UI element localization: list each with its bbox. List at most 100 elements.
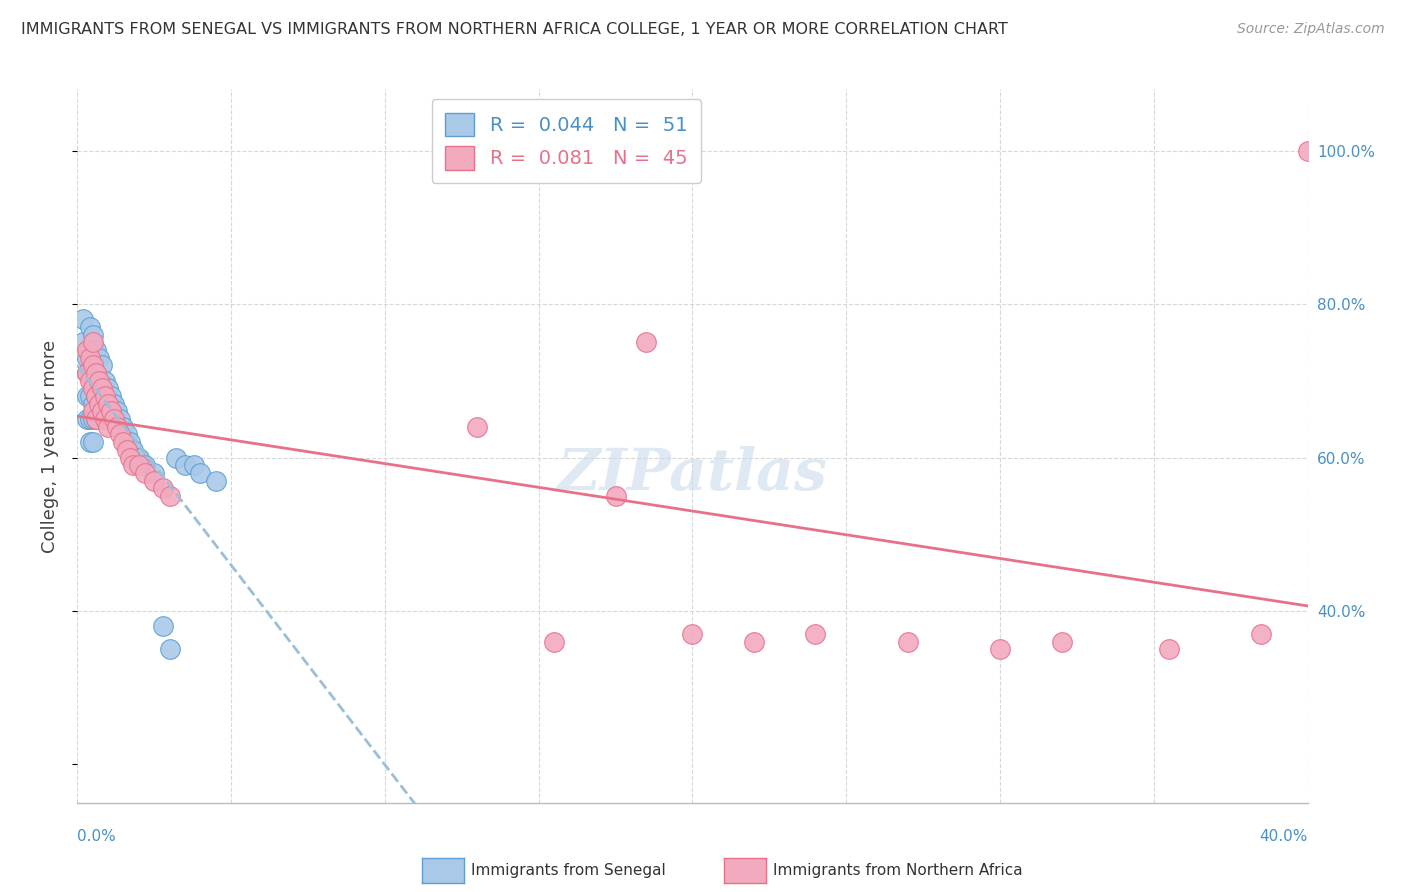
Point (82, 374, 104, 388)
Point (82, 412, 104, 426)
Point (152, 619, 174, 633)
Point (94, 389, 117, 403)
Point (125, 450, 148, 465)
Point (90, 359, 114, 373)
Point (1159, 642, 1181, 657)
Point (134, 466, 156, 480)
Point (174, 458, 197, 473)
Point (82, 404, 104, 418)
Point (84, 366, 107, 380)
Point (605, 489, 627, 503)
Point (87, 397, 110, 411)
Point (76, 366, 98, 380)
Point (1250, 627, 1272, 641)
Point (82, 435, 104, 450)
Point (188, 466, 212, 480)
Point (204, 474, 226, 488)
Point (79, 320, 101, 334)
Text: 0.0%: 0.0% (77, 830, 117, 844)
Point (97, 381, 120, 395)
Point (87, 351, 110, 365)
Point (103, 412, 125, 426)
Point (90, 381, 114, 395)
Point (115, 427, 138, 442)
Point (79, 412, 101, 426)
Point (143, 466, 166, 480)
Point (183, 458, 205, 473)
Point (134, 458, 156, 473)
Text: ZIPatlas: ZIPatlas (558, 446, 827, 503)
Point (988, 642, 1011, 657)
Point (112, 435, 135, 450)
Point (79, 343, 101, 357)
Point (465, 419, 488, 434)
Point (115, 442, 138, 457)
Point (682, 627, 704, 641)
Point (121, 458, 143, 473)
Point (742, 634, 765, 648)
Point (76, 366, 98, 380)
Point (897, 634, 920, 648)
Point (72, 335, 94, 350)
Point (103, 397, 125, 411)
Point (90, 404, 114, 418)
Point (90, 381, 114, 395)
Point (804, 627, 827, 641)
Point (94, 374, 117, 388)
Point (84, 412, 107, 426)
Point (82, 335, 104, 350)
Point (79, 366, 101, 380)
Point (76, 343, 98, 357)
Y-axis label: College, 1 year or more: College, 1 year or more (41, 340, 59, 552)
Point (100, 389, 122, 403)
Point (105, 419, 128, 434)
Point (128, 458, 150, 473)
Point (159, 489, 181, 503)
Point (543, 634, 565, 648)
Point (110, 427, 132, 442)
Point (84, 343, 107, 357)
Point (165, 450, 187, 465)
Point (636, 335, 658, 350)
Point (84, 412, 107, 426)
Point (121, 442, 143, 457)
Point (82, 397, 104, 411)
Point (105, 404, 128, 418)
Point (1296, 144, 1319, 158)
Text: IMMIGRANTS FROM SENEGAL VS IMMIGRANTS FROM NORTHERN AFRICA COLLEGE, 1 YEAR OR MO: IMMIGRANTS FROM SENEGAL VS IMMIGRANTS FR… (21, 22, 1008, 37)
Point (97, 419, 120, 434)
Point (76, 412, 98, 426)
Point (84, 389, 107, 403)
Point (82, 327, 104, 342)
Text: Source: ZipAtlas.com: Source: ZipAtlas.com (1237, 22, 1385, 37)
Text: Immigrants from Senegal: Immigrants from Senegal (471, 863, 666, 878)
Point (90, 404, 114, 418)
Point (79, 374, 101, 388)
Point (112, 419, 135, 434)
Point (76, 389, 98, 403)
Point (97, 404, 120, 418)
Point (128, 450, 150, 465)
Point (118, 435, 141, 450)
Point (72, 312, 94, 326)
Point (110, 412, 132, 426)
Point (82, 359, 104, 373)
Point (143, 474, 166, 488)
Point (100, 404, 122, 418)
Point (1050, 634, 1073, 648)
Point (76, 351, 98, 365)
Point (97, 397, 120, 411)
Point (94, 412, 117, 426)
Point (79, 389, 101, 403)
Point (84, 366, 107, 380)
Point (79, 351, 101, 365)
Point (84, 389, 107, 403)
Point (159, 642, 181, 657)
Point (87, 397, 110, 411)
Point (87, 374, 110, 388)
Text: Immigrants from Northern Africa: Immigrants from Northern Africa (773, 863, 1024, 878)
Point (118, 450, 141, 465)
Point (82, 351, 104, 365)
Legend: R =  0.044   N =  51, R =  0.081   N =  45: R = 0.044 N = 51, R = 0.081 N = 45 (432, 99, 702, 184)
Point (79, 435, 101, 450)
